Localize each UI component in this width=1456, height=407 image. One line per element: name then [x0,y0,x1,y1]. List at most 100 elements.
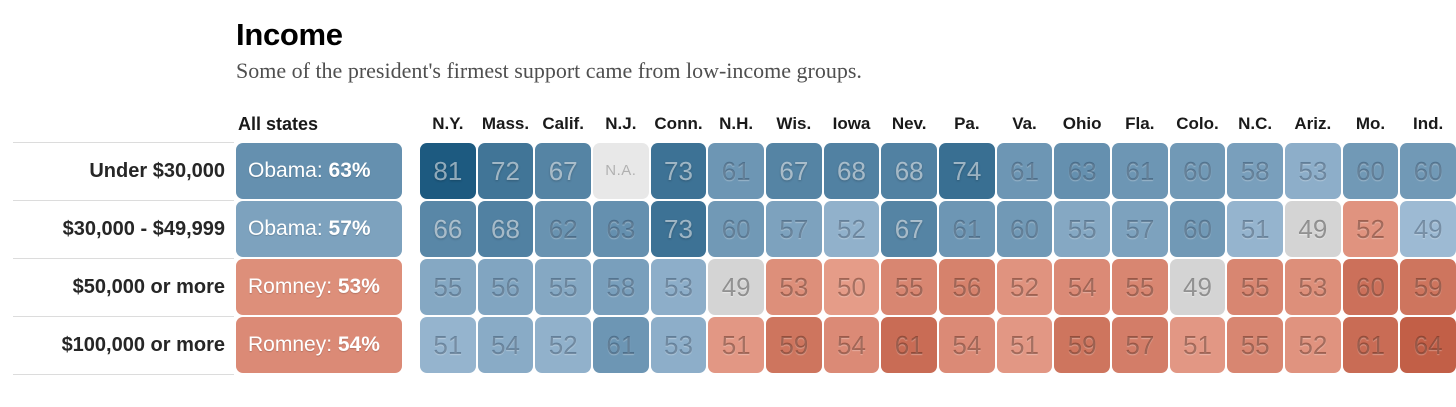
row-label: $30,000 - $49,999 [62,218,225,240]
heatmap-cell-ind-row3: 59 [1400,259,1456,315]
heatmap-cell-pa-row2: 61 [939,201,995,257]
heatmap-cell-mo-row2: 52 [1342,201,1399,257]
heatmap-cell-nj-row3: 58 [593,259,649,315]
heatmap-cell-calif-row4: 52 [535,317,591,373]
heatmap-cell-ny-row1: 81 [420,143,476,199]
candidate-pct: 54% [337,333,380,356]
column-header-nj: N.J. [605,114,637,133]
heatmap-cell-ny-row2: 66 [420,201,476,257]
heatmap-cell-ny-row4: 51 [420,317,476,373]
heatmap-cell-nc-row1: 58 [1227,143,1283,199]
row-rule [13,142,234,143]
row-rule [13,200,234,201]
heatmap-cell-wis-row4: 59 [766,317,822,373]
row-label: Under $30,000 [89,160,225,182]
heatmap-cell-fla-row3: 55 [1112,259,1168,315]
column-header-va: Va. [1012,114,1037,133]
column-header-calif: Calif. [542,114,584,133]
heatmap-cell-nev-row2: 67 [881,201,937,257]
column-header-nh: N.H. [719,114,754,133]
heatmap-cell-nh-row4: 51 [708,317,764,373]
heatmap-cell-va-row3: 52 [996,259,1053,315]
heatmap-cell-fla-row2: 57 [1112,201,1168,257]
candidate-name: Obama: [248,217,329,240]
heatmap-cell-mo-row3: 60 [1342,259,1399,315]
heatmap-cell-pa-row1: 74 [939,143,995,199]
heatmap-cell-nj-row4: 61 [593,317,649,373]
heatmap-cell-colo-row4: 51 [1169,317,1226,373]
column-header-ariz: Ariz. [1294,114,1332,133]
heatmap-cell-conn-row1: 73 [650,143,707,199]
heatmap-cell-mo-row1: 60 [1342,143,1399,199]
heatmap-cell-ohio-row3: 54 [1054,259,1110,315]
heatmap-cell-iowa-row2: 52 [823,201,880,257]
heatmap-cell-va-row1: 61 [996,143,1053,199]
heatmap-cell-mass-row4: 54 [477,317,534,373]
column-header-pa: Pa. [954,114,980,133]
heatmap-cell-nc-row4: 55 [1227,317,1283,373]
heatmap-cell-nc-row3: 55 [1227,259,1283,315]
heatmap-cell-wis-row1: 67 [766,143,822,199]
column-header-conn: Conn. [654,114,703,133]
row-label: $100,000 or more [61,334,225,356]
heatmap-cell-mo-row4: 61 [1342,317,1399,373]
column-header-colo: Colo. [1176,114,1219,133]
all-states-chip: Romney: 54% [236,317,402,373]
row-rule [13,258,234,259]
heatmap-cell-conn-row2: 73 [650,201,707,257]
all-states-column-header: All states [238,114,319,134]
column-header-wis: Wis. [776,114,812,133]
candidate-pct: 57% [328,217,371,240]
heatmap-cell-nh-row2: 60 [708,201,764,257]
heatmap-grid: 81 72 67 N.A. 73 61 67 68 68 74 61 63 61 60 58 53 60 60 66… [420,143,1456,373]
heatmap-cell-ariz-row4: 52 [1285,317,1341,373]
column-header-ohio: Ohio [1062,114,1102,133]
heatmap-cell-ind-row2: 49 [1400,201,1456,257]
candidate-pct: 53% [337,275,380,298]
heatmap-cell-nev-row3: 55 [881,259,937,315]
row-rule [13,316,234,317]
heatmap-cell-nev-row4: 61 [881,317,937,373]
column-header-mo: Mo. [1355,114,1386,133]
heatmap-cell-pa-row4: 54 [939,317,995,373]
all-states-chip: Obama: 63% [236,143,402,199]
candidate-name: Obama: [248,159,329,182]
heatmap-cell-pa-row3: 56 [939,259,995,315]
heatmap-cell-colo-row1: 60 [1169,143,1226,199]
heatmap-cell-ny-row3: 55 [420,259,476,315]
heatmap-cell-nh-row1: 61 [708,143,764,199]
row-rule [13,374,234,375]
heatmap-cell-colo-row3: 49 [1169,259,1226,315]
heatmap-cell-ohio-row2: 55 [1054,201,1110,257]
heatmap-cell-ind-row4: 64 [1400,317,1456,373]
column-header-iowa: Iowa [832,114,871,133]
column-header-nc: N.C. [1238,114,1273,133]
heatmap-cell-mass-row3: 56 [477,259,534,315]
column-header-fla: Fla. [1125,114,1155,133]
heatmap-cell-mass-row2: 68 [477,201,534,257]
column-header-mass: Mass. [481,114,530,133]
column-header-nev: Nev. [891,114,927,133]
heatmap-cell-ariz-row2: 49 [1285,201,1341,257]
heatmap-cell-nh-row3: 49 [708,259,764,315]
heatmap-cell-conn-row4: 53 [650,317,707,373]
heatmap-cell-colo-row2: 60 [1169,201,1226,257]
heatmap-cell-nev-row1: 68 [881,143,937,199]
heatmap-cell-conn-row3: 53 [650,259,707,315]
heatmap-cell-nj-row1: N.A. [593,143,649,199]
heatmap-cell-iowa-row1: 68 [823,143,880,199]
heatmap-cell-va-row2: 60 [996,201,1053,257]
heatmap-cell-va-row4: 51 [996,317,1053,373]
row-label: $50,000 or more [72,276,225,298]
heatmap-cell-calif-row3: 55 [535,259,591,315]
heatmap-cell-wis-row3: 53 [766,259,822,315]
column-header-ny: N.Y. [432,114,464,133]
column-header-ind: Ind. [1413,114,1444,133]
heatmap-cell-calif-row1: 67 [535,143,591,199]
heatmap-cell-iowa-row3: 50 [823,259,880,315]
heatmap-cell-nj-row2: 63 [593,201,649,257]
heatmap-cell-ohio-row1: 63 [1054,143,1110,199]
heatmap-cell-fla-row1: 61 [1112,143,1168,199]
all-states-chip: Romney: 53% [236,259,402,315]
